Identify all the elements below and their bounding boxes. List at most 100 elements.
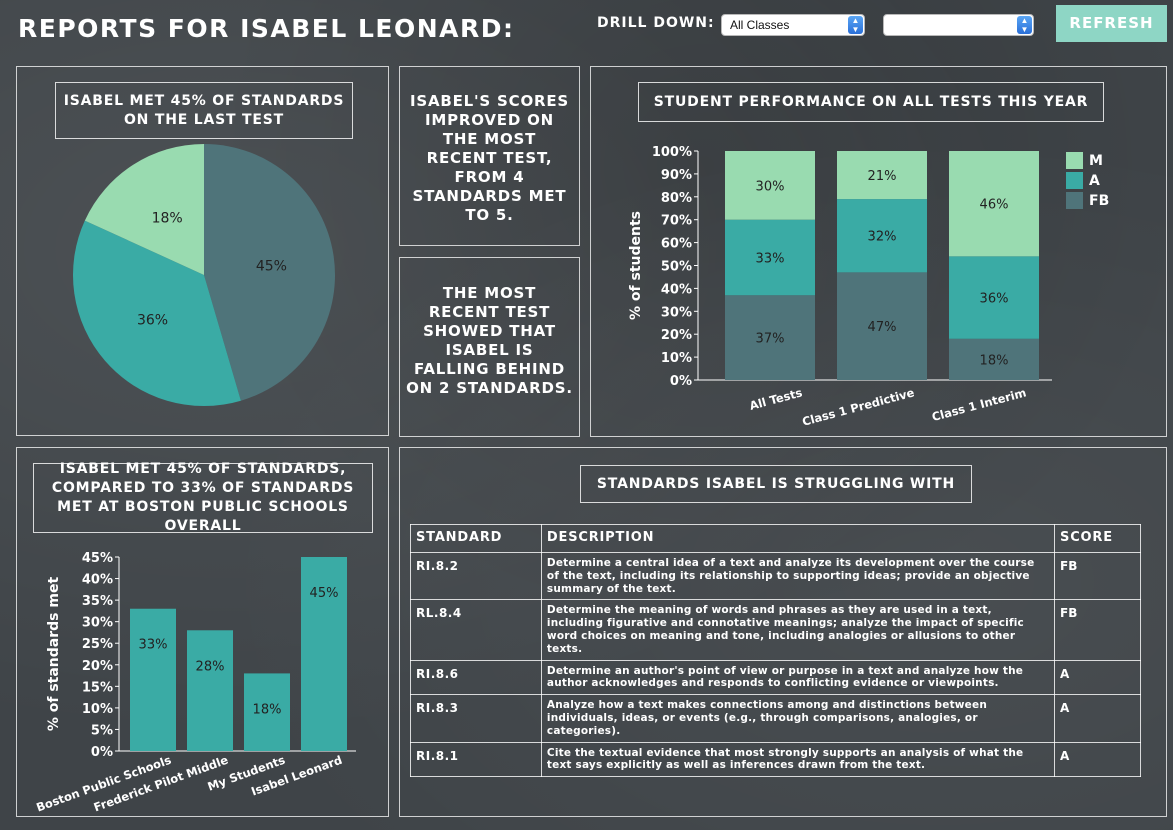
- performance-panel-title: STUDENT PERFORMANCE ON ALL TESTS THIS YE…: [638, 82, 1104, 122]
- standard-score: A: [1054, 659, 1141, 696]
- y-axis-label: % of students: [628, 211, 644, 320]
- y-tick-label: 20%: [661, 328, 692, 343]
- bar-segment-label: 21%: [868, 169, 897, 184]
- pie-slice-label: 36%: [137, 313, 168, 329]
- column-header-score: SCORE: [1054, 524, 1141, 553]
- legend-swatch-a: [1066, 172, 1083, 189]
- standards-table: STANDARD DESCRIPTION SCORE RI.8.2 Determ…: [410, 524, 1141, 778]
- legend-swatch-m: [1066, 152, 1083, 169]
- pie-panel-title: ISABEL MET 45% OF STANDARDS ON THE LAST …: [55, 82, 353, 139]
- comparison-panel-title: ISABEL MET 45% OF STANDARDS, COMPARED TO…: [33, 461, 373, 534]
- legend-label: M: [1089, 153, 1103, 169]
- insight-panel-behind: [399, 257, 580, 437]
- pie-chart: 45% 36% 18%: [73, 144, 335, 406]
- table-row: RI.8.2 Determine a central idea of a tex…: [410, 551, 1141, 601]
- comparison-bar: [301, 557, 347, 751]
- y-tick-label: 0%: [670, 374, 692, 389]
- page-title: REPORTS FOR ISABEL LEONARD:: [18, 14, 515, 43]
- bar-segment-label: 33%: [756, 251, 785, 266]
- x-tick-label: All Tests: [748, 385, 804, 413]
- second-select[interactable]: ▲ ▼: [883, 14, 1034, 36]
- select-arrows-icon: ▲ ▼: [1017, 16, 1032, 34]
- y-tick-label: 0%: [91, 745, 113, 760]
- y-tick-label: 20%: [82, 659, 113, 674]
- bar-segment-label: 18%: [980, 353, 1009, 368]
- bar-segment-label: 46%: [980, 198, 1009, 213]
- bar-segment-label: 30%: [756, 179, 785, 194]
- class-select-value: All Classes: [730, 18, 790, 32]
- legend-label: FB: [1089, 193, 1109, 209]
- pie-slice-m: [84, 144, 204, 275]
- bar-value-label: 45%: [310, 586, 339, 601]
- y-tick-label: 100%: [652, 145, 692, 160]
- standard-description: Analyze how a text makes connections amo…: [540, 694, 1056, 743]
- bar-segment-a: [837, 199, 927, 273]
- standard-score: FB: [1054, 599, 1141, 661]
- standard-code: RI.8.3: [410, 694, 542, 743]
- table-row: RI.8.1 Cite the textual evidence that mo…: [410, 741, 1141, 778]
- standard-score: FB: [1054, 551, 1141, 601]
- y-tick-label: 40%: [661, 282, 692, 297]
- insight-improved-text: ISABEL'S SCORES IMPROVED ON THE MOST REC…: [409, 92, 569, 224]
- refresh-button[interactable]: REFRESH: [1056, 5, 1167, 42]
- bar-segment-label: 32%: [868, 230, 897, 245]
- pie-slice-fb: [204, 144, 335, 401]
- standard-description: Determine the meaning of words and phras…: [540, 599, 1056, 661]
- insight-panel-improved: [399, 66, 580, 246]
- standard-score: A: [1054, 694, 1141, 743]
- y-tick-label: 30%: [661, 305, 692, 320]
- bar-value-label: 18%: [253, 702, 282, 717]
- pie-slice-label: 45%: [256, 258, 287, 274]
- standard-description: Cite the textual evidence that most stro…: [540, 741, 1056, 778]
- insight-behind-text: THE MOST RECENT TEST SHOWED THAT ISABEL …: [406, 284, 573, 397]
- y-tick-label: 40%: [82, 573, 113, 588]
- y-tick-label: 10%: [82, 702, 113, 717]
- table-header-row: STANDARD DESCRIPTION SCORE: [410, 524, 1141, 553]
- standards-panel-title: STANDARDS ISABEL IS STRUGGLING WITH: [580, 465, 972, 503]
- column-header-description: DESCRIPTION: [540, 524, 1056, 553]
- pie-panel: [16, 66, 389, 436]
- class-select[interactable]: All Classes ▲ ▼: [721, 14, 865, 36]
- bar-segment-fb: [949, 338, 1039, 380]
- standard-code: RI.8.2: [410, 551, 542, 601]
- bar-segment-fb: [837, 272, 927, 380]
- standard-description: Determine a central idea of a text and a…: [540, 551, 1056, 601]
- x-tick-label: Class 1 Predictive: [801, 385, 916, 428]
- bar-value-label: 33%: [139, 638, 168, 653]
- y-axis-label: % of standards met: [46, 577, 62, 732]
- y-tick-label: 10%: [661, 351, 692, 366]
- comparison-bar: [187, 630, 233, 751]
- performance-panel: [590, 66, 1167, 437]
- select-arrows-icon: ▲ ▼: [848, 16, 863, 34]
- y-tick-label: 60%: [661, 237, 692, 252]
- bar-value-label: 28%: [196, 659, 225, 674]
- table-row: RI.8.3 Analyze how a text makes connecti…: [410, 694, 1141, 743]
- stacked-bar-chart: 0% 10% 20% 30% 40% 50% 60% 70% 80% 90% 100% % of st…: [628, 145, 1109, 429]
- legend-label: A: [1089, 173, 1100, 189]
- comparison-panel: [16, 447, 389, 817]
- table-row: RI.8.6 Determine an author's point of vi…: [410, 659, 1141, 696]
- legend-swatch-fb: [1066, 192, 1083, 209]
- bar-segment-label: 37%: [756, 332, 785, 347]
- standards-panel: [399, 447, 1167, 817]
- y-tick-label: 45%: [82, 551, 113, 566]
- standard-code: RI.8.6: [410, 659, 542, 696]
- y-tick-label: 35%: [82, 594, 113, 609]
- bar-segment-m: [837, 151, 927, 200]
- pie-slice-a: [73, 220, 241, 406]
- y-tick-label: 30%: [82, 616, 113, 631]
- standard-score: A: [1054, 741, 1141, 778]
- comparison-bar: [130, 608, 176, 751]
- y-tick-label: 90%: [661, 168, 692, 183]
- bar-segment-a: [725, 219, 815, 296]
- drill-down-label: DRILL DOWN:: [597, 15, 715, 31]
- pie-slice-label: 18%: [152, 211, 183, 227]
- y-tick-label: 50%: [661, 260, 692, 275]
- bar-segment-m: [949, 151, 1039, 257]
- bar-segment-label: 47%: [868, 320, 897, 335]
- y-tick-label: 5%: [91, 723, 113, 738]
- bar-segment-fb: [725, 295, 815, 380]
- x-tick-label: Class 1 Interim: [930, 385, 1028, 424]
- y-tick-label: 80%: [661, 191, 692, 206]
- comparison-bar-chart: 0% 5% 10% 15% 20% 25% 30% 35% 40% 45% % of standar…: [34, 551, 356, 815]
